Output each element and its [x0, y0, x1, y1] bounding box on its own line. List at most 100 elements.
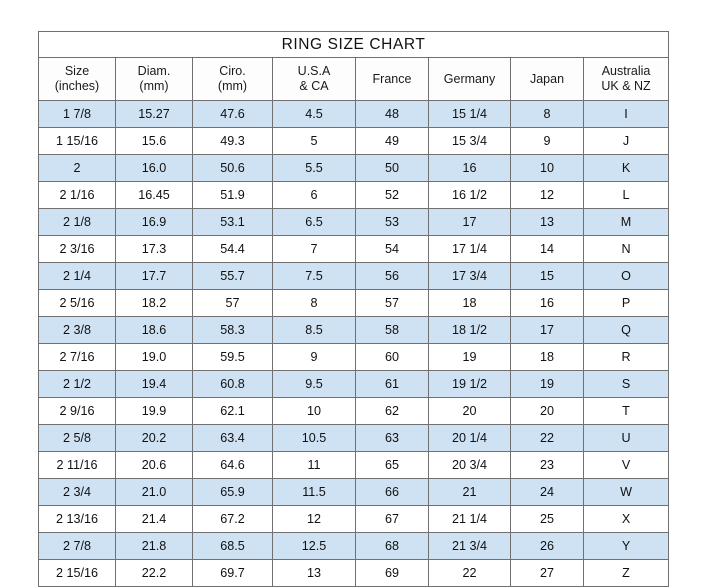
- cell-australia-uk-nz: X: [582, 505, 670, 533]
- cell-australia-uk-nz: W: [582, 478, 670, 506]
- cell-usa-ca: 7: [272, 235, 356, 263]
- table-row: 2 3/16 17.3 54.4 7 54 17 1/4 14 N: [38, 235, 670, 263]
- cell-japan: 12: [510, 181, 584, 209]
- cell-circumference: 53.1: [192, 208, 273, 236]
- cell-japan: 27: [510, 559, 584, 587]
- cell-japan: 24: [510, 478, 584, 506]
- cell-circumference: 67.2: [192, 505, 273, 533]
- cell-japan: 13: [510, 208, 584, 236]
- cell-circumference: 68.5: [192, 532, 273, 560]
- cell-japan: 10: [510, 154, 584, 182]
- cell-circumference: 69.7: [192, 559, 273, 587]
- cell-france: 67: [355, 505, 429, 533]
- table-row: 2 7/8 21.8 68.5 12.5 68 21 3/4 26 Y: [38, 532, 670, 560]
- column-header-japan-line1: Japan: [529, 71, 565, 86]
- table-row: 2 9/16 19.9 62.1 10 62 20 20 T: [38, 397, 670, 425]
- cell-australia-uk-nz: Z: [582, 559, 670, 587]
- cell-size: 2 15/16: [38, 559, 116, 587]
- cell-germany: 19: [428, 343, 511, 371]
- cell-usa-ca: 5.5: [272, 154, 356, 182]
- column-header-usa-ca: U.S.A & CA: [272, 57, 356, 101]
- cell-usa-ca: 9.5: [272, 370, 356, 398]
- table-row: 2 5/8 20.2 63.4 10.5 63 20 1/4 22 U: [38, 424, 670, 452]
- cell-circumference: 60.8: [192, 370, 273, 398]
- cell-germany: 19 1/2: [428, 370, 511, 398]
- cell-australia-uk-nz: Q: [582, 316, 670, 344]
- cell-diameter: 19.0: [115, 343, 193, 371]
- column-header-australia-uk-nz-line1: Australia: [601, 64, 651, 79]
- cell-australia-uk-nz: O: [582, 262, 670, 290]
- cell-usa-ca: 12: [272, 505, 356, 533]
- cell-france: 63: [355, 424, 429, 452]
- cell-size: 2 3/16: [38, 235, 116, 263]
- cell-france: 62: [355, 397, 429, 425]
- cell-germany: 15 3/4: [428, 127, 511, 155]
- cell-diameter: 21.0: [115, 478, 193, 506]
- cell-usa-ca: 6.5: [272, 208, 356, 236]
- cell-australia-uk-nz: Y: [582, 532, 670, 560]
- cell-australia-uk-nz: L: [582, 181, 670, 209]
- title-row: RING SIZE CHART: [37, 31, 670, 58]
- cell-circumference: 64.6: [192, 451, 273, 479]
- table-row: 2 1/16 16.45 51.9 6 52 16 1/2 12 L: [38, 181, 670, 209]
- cell-usa-ca: 5: [272, 127, 356, 155]
- cell-germany: 16 1/2: [428, 181, 511, 209]
- cell-size: 2 5/8: [38, 424, 116, 452]
- cell-diameter: 19.9: [115, 397, 193, 425]
- cell-japan: 18: [510, 343, 584, 371]
- cell-circumference: 49.3: [192, 127, 273, 155]
- cell-size: 2 9/16: [38, 397, 116, 425]
- cell-germany: 22: [428, 559, 511, 587]
- table-row: 2 1/4 17.7 55.7 7.5 56 17 3/4 15 O: [38, 262, 670, 290]
- cell-japan: 17: [510, 316, 584, 344]
- column-header-diameter-line1: Diam.: [137, 64, 171, 79]
- cell-germany: 20: [428, 397, 511, 425]
- cell-size: 2 1/4: [38, 262, 116, 290]
- cell-france: 49: [355, 127, 429, 155]
- cell-germany: 17: [428, 208, 511, 236]
- cell-japan: 23: [510, 451, 584, 479]
- ring-size-chart-table: RING SIZE CHART Size (inches) Diam. (mm)…: [37, 31, 670, 587]
- cell-japan: 25: [510, 505, 584, 533]
- table-body: 1 7/8 15.27 47.6 4.5 48 15 1/4 8 I 1 15/16 15.6 49…: [38, 100, 670, 587]
- cell-germany: 20 1/4: [428, 424, 511, 452]
- cell-circumference: 59.5: [192, 343, 273, 371]
- cell-diameter: 20.2: [115, 424, 193, 452]
- cell-usa-ca: 11.5: [272, 478, 356, 506]
- cell-australia-uk-nz: M: [582, 208, 670, 236]
- cell-diameter: 18.2: [115, 289, 193, 317]
- cell-diameter: 17.3: [115, 235, 193, 263]
- cell-france: 60: [355, 343, 429, 371]
- cell-size: 2 3/8: [38, 316, 116, 344]
- cell-australia-uk-nz: N: [582, 235, 670, 263]
- cell-japan: 14: [510, 235, 584, 263]
- cell-japan: 15: [510, 262, 584, 290]
- cell-diameter: 17.7: [115, 262, 193, 290]
- cell-france: 58: [355, 316, 429, 344]
- column-header-usa-ca-line1: U.S.A: [297, 64, 331, 79]
- cell-size: 2 13/16: [38, 505, 116, 533]
- cell-diameter: 21.8: [115, 532, 193, 560]
- cell-japan: 26: [510, 532, 584, 560]
- table-row: 1 7/8 15.27 47.6 4.5 48 15 1/4 8 I: [38, 100, 670, 128]
- cell-germany: 17 3/4: [428, 262, 511, 290]
- cell-germany: 21 1/4: [428, 505, 511, 533]
- cell-circumference: 57: [192, 289, 273, 317]
- cell-japan: 22: [510, 424, 584, 452]
- cell-australia-uk-nz: P: [582, 289, 670, 317]
- cell-france: 66: [355, 478, 429, 506]
- column-header-germany: Germany: [428, 57, 511, 101]
- cell-germany: 16: [428, 154, 511, 182]
- table-row: 2 16.0 50.6 5.5 50 16 10 K: [38, 154, 670, 182]
- cell-diameter: 16.45: [115, 181, 193, 209]
- column-header-australia-uk-nz: Australia UK & NZ: [582, 57, 670, 101]
- table-row: 2 13/16 21.4 67.2 12 67 21 1/4 25 X: [38, 505, 670, 533]
- column-header-japan: Japan: [510, 57, 584, 101]
- table-header: RING SIZE CHART Size (inches) Diam. (mm)…: [37, 31, 670, 101]
- column-header-circumference-line1: Ciro.: [219, 64, 246, 79]
- cell-france: 68: [355, 532, 429, 560]
- column-header-australia-uk-nz-line2: UK & NZ: [601, 79, 651, 93]
- cell-circumference: 58.3: [192, 316, 273, 344]
- column-header-circumference: Ciro. (mm): [192, 57, 273, 101]
- table-row: 2 11/16 20.6 64.6 11 65 20 3/4 23 V: [38, 451, 670, 479]
